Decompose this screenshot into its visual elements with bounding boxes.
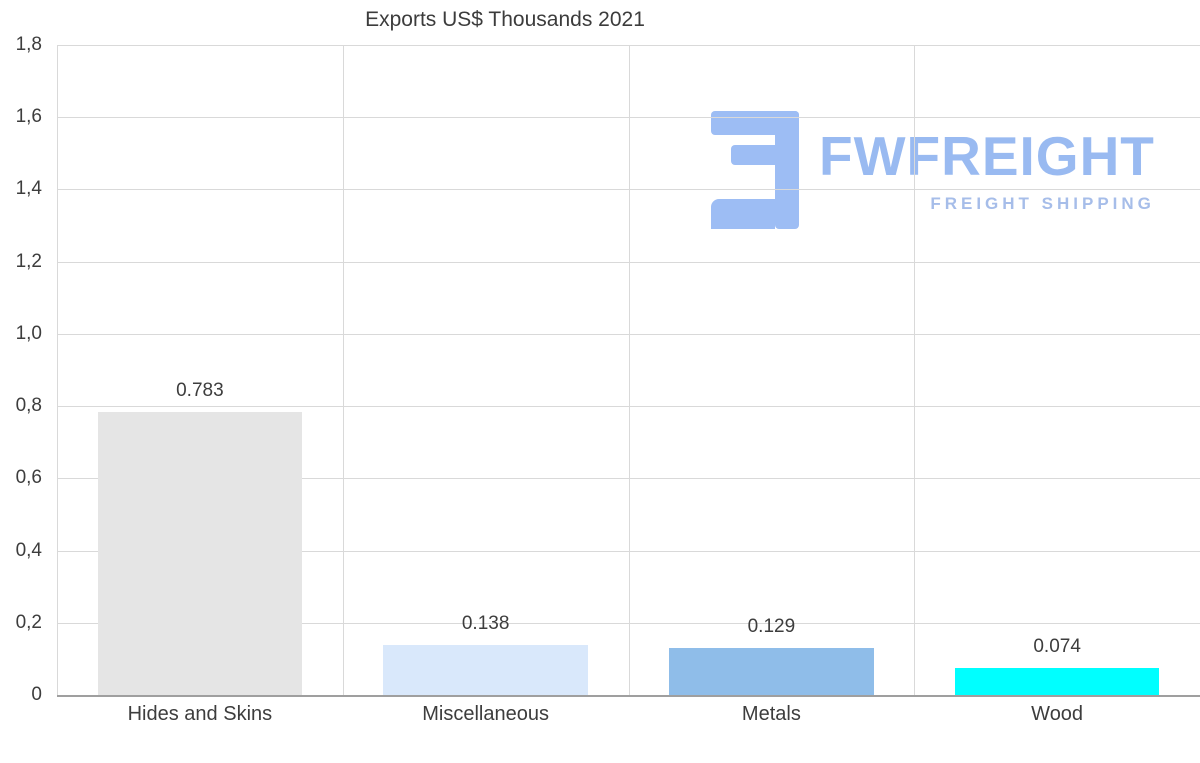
y-tick-label: 1,8	[15, 34, 42, 55]
watermark-subtitle: FREIGHT SHIPPING	[930, 194, 1155, 213]
watermark-name: FWFREIGHT	[819, 125, 1155, 187]
x-category-label: Hides and Skins	[127, 703, 273, 725]
vertical-gridline	[342, 45, 344, 695]
y-axis: 0 0,2 0,4 0,6 0,8 1,0 1,2 1,4 1,6 1,8	[0, 34, 48, 705]
watermark-text-block: FWFREIGHT FREIGHT SHIPPING	[819, 111, 1155, 214]
y-tick-label: 1,0	[15, 322, 42, 344]
bar-miscellaneous	[383, 645, 588, 695]
vertical-gridline	[628, 45, 630, 695]
y-tick-label: 1,4	[15, 178, 42, 200]
y-tick-label: 0,6	[15, 467, 42, 489]
bar-metals	[669, 648, 874, 695]
chart-title: Exports US$ Thousands 2021	[365, 8, 645, 31]
bar-value-label: 0.138	[461, 613, 510, 635]
watermark: FWFREIGHT FREIGHT SHIPPING	[705, 111, 1155, 229]
y-tick-label: 0,4	[15, 539, 42, 561]
vertical-gridline	[57, 45, 58, 695]
fwfreight-logo-icon	[711, 111, 799, 229]
x-category-label: Wood	[1031, 703, 1084, 725]
x-category-label: Metals	[741, 703, 801, 725]
bar-hides-and-skins	[97, 412, 303, 695]
y-tick-label: 1,2	[15, 250, 42, 272]
y-tick-label: 0,2	[15, 611, 42, 633]
bar-value-label: 0.783	[176, 380, 224, 402]
y-tick-label: 0	[31, 684, 42, 705]
y-tick-label: 0,8	[15, 395, 42, 417]
bar-value-label: 0.074	[1033, 636, 1081, 658]
vertical-gridline	[914, 45, 916, 695]
bar-wood	[954, 668, 1160, 695]
bar-value-label: 0.129	[747, 616, 796, 638]
x-axis: Hides and Skins Miscellaneous Metals Wood	[57, 703, 1200, 737]
x-category-label: Miscellaneous	[422, 703, 549, 725]
y-tick-label: 1,6	[15, 106, 42, 128]
plot-area: FWFREIGHT FREIGHT SHIPPING 0.783 0.138 0.1…	[57, 45, 1200, 697]
